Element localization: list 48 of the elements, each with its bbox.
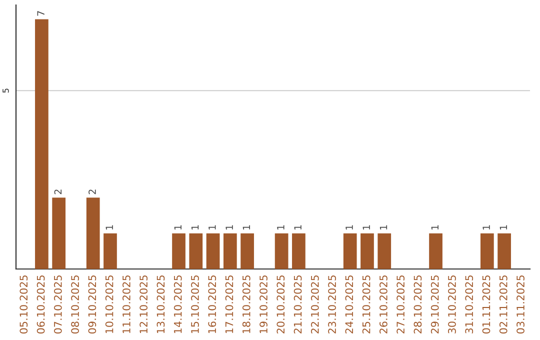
data-label: 1	[500, 225, 507, 230]
x-tick-label: 24.10.2025	[345, 275, 354, 334]
x-tick-label: 11.10.2025	[122, 275, 130, 334]
data-label: 1	[346, 225, 353, 230]
data-label: 1	[362, 225, 370, 230]
data-label: 2	[54, 190, 62, 194]
data-label: 1	[226, 225, 233, 230]
x-tick-label: 15.10.2025	[191, 275, 199, 334]
x-tick-label: 13.10.2025	[156, 275, 165, 334]
data-label: 1	[106, 225, 113, 230]
y-tick-label: 5	[2, 88, 9, 93]
x-tick-label: 16.10.2025	[208, 275, 216, 334]
x-tick-label: 05.10.2025	[20, 275, 28, 334]
data-label: 7	[37, 11, 44, 16]
x-tick-label: 02.11.2025	[499, 275, 508, 334]
x-tick-label: 17.10.2025	[225, 275, 234, 334]
x-tick-label: 06.10.2025	[36, 275, 45, 334]
data-label: 1	[380, 225, 388, 230]
x-tick-label: 20.10.2025	[276, 275, 285, 334]
x-tick-label: 30.10.2025	[448, 275, 456, 334]
x-tick-label: 07.10.2025	[54, 275, 62, 334]
x-tick-label: 18.10.2025	[242, 275, 250, 334]
data-label: 1	[482, 225, 490, 230]
data-label: 1	[431, 225, 438, 230]
x-tick-label: 03.11.2025	[516, 275, 524, 334]
x-tick-label: 19.10.2025	[260, 275, 268, 334]
x-tick-label: 22.10.2025	[310, 275, 319, 334]
x-tick-label: 08.10.2025	[71, 275, 79, 334]
x-tick-label: 12.10.2025	[140, 275, 148, 334]
data-label: 1	[242, 225, 250, 230]
data-label: 1	[191, 225, 199, 230]
x-tick-label: 23.10.2025	[328, 275, 336, 334]
x-tick-label: 27.10.2025	[396, 275, 405, 334]
x-tick-label: 25.10.2025	[362, 275, 370, 334]
data-label: 1	[208, 225, 216, 230]
x-tick-label: 21.10.2025	[294, 275, 302, 334]
x-tick-label: 29.10.2025	[430, 275, 439, 334]
x-tick-label: 09.10.2025	[88, 275, 96, 334]
data-label: 1	[174, 225, 182, 230]
data-label: 1	[277, 225, 284, 230]
x-tick-label: 31.10.2025	[465, 275, 474, 334]
x-tick-label: 10.10.2025	[105, 275, 114, 334]
data-label: 1	[294, 225, 302, 230]
x-tick-label: 28.10.2025	[414, 275, 422, 334]
x-tick-label: 26.10.2025	[380, 275, 388, 334]
data-label: 2	[88, 190, 96, 194]
x-tick-label: 01.11.2025	[482, 275, 490, 334]
x-tick-label: 14.10.2025	[174, 275, 182, 334]
